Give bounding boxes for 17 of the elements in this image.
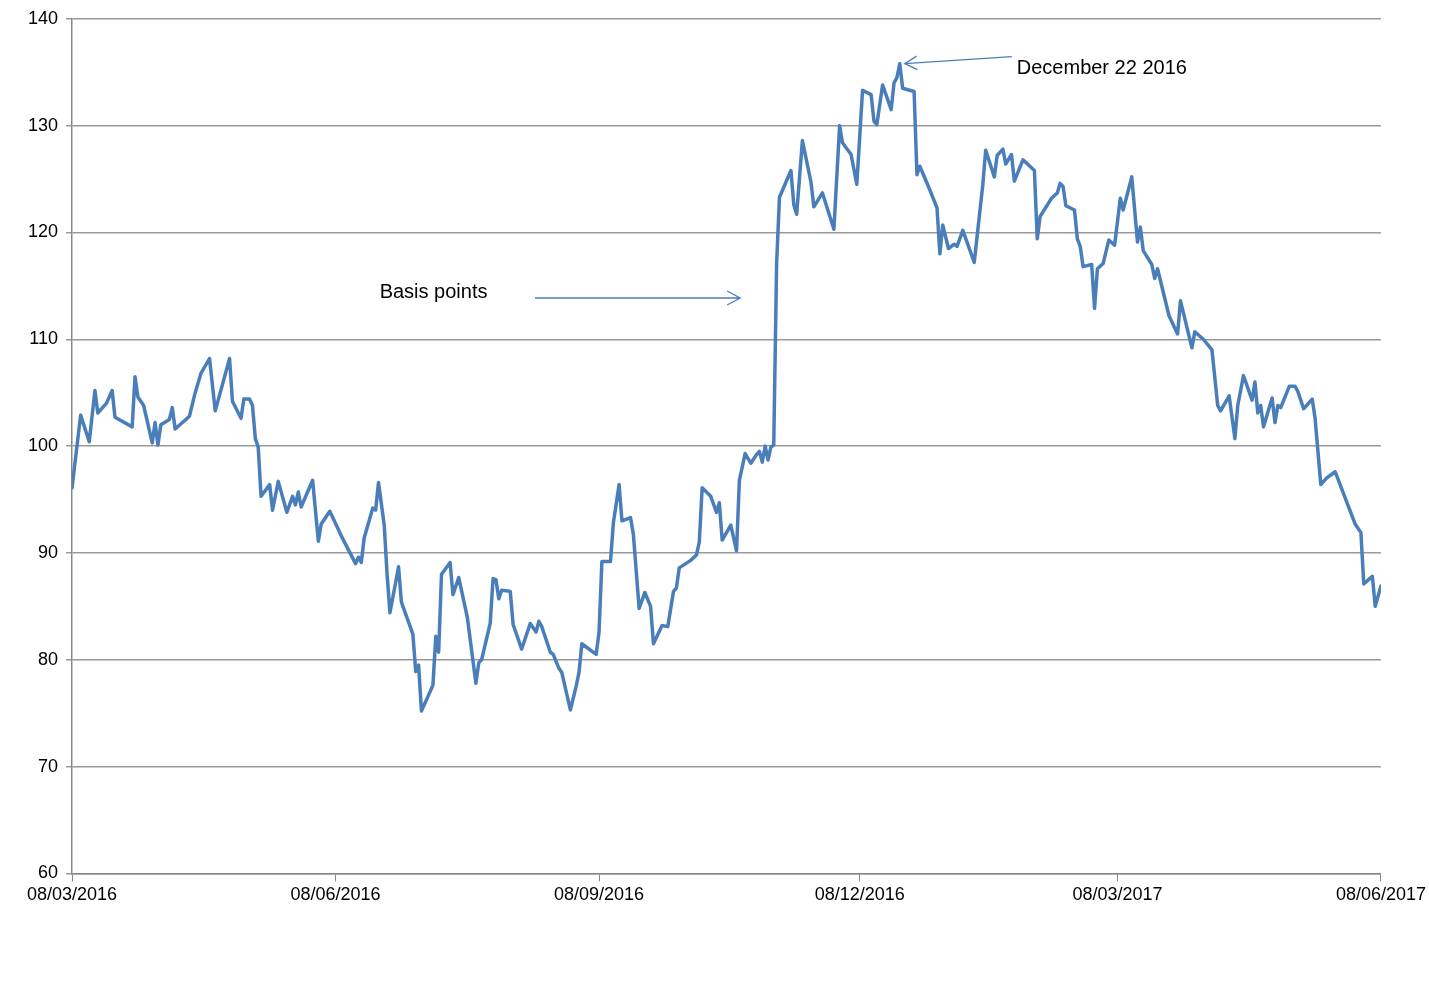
y-tick-label: 80 [38, 648, 59, 669]
x-tick-label: 08/03/2017 [1072, 884, 1163, 905]
annotation: December 22 2016 [1016, 56, 1187, 79]
y-tick-label: 130 [27, 114, 59, 135]
annotation: Basis points [379, 279, 488, 302]
y-tick-label: 90 [38, 541, 59, 562]
x-tick-label: 08/06/2016 [290, 884, 381, 905]
x-tick-label: 08/03/2016 [26, 884, 118, 905]
y-tick-label: 120 [27, 221, 59, 242]
x-tick-label: 08/12/2016 [814, 884, 905, 905]
x-tick-label: 08/06/2017 [1335, 884, 1426, 905]
y-tick-label: 70 [38, 755, 59, 776]
y-tick-label: 110 [29, 328, 59, 349]
y-tick-label: 140 [27, 7, 59, 28]
y-tick-label: 60 [38, 862, 59, 883]
y-tick-label: 100 [27, 435, 59, 456]
x-tick-label: 08/09/2016 [553, 884, 645, 905]
